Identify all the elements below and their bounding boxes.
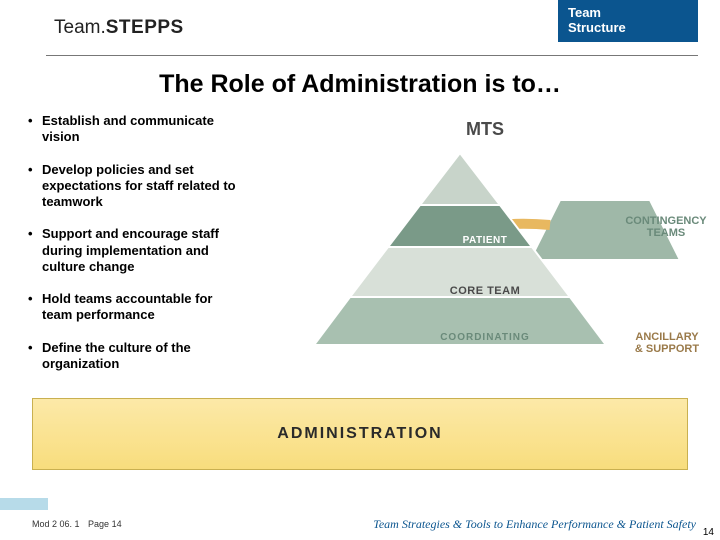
contingency-label: CONTINGENCY TEAMS: [616, 215, 716, 239]
administration-label: ADMINISTRATION: [277, 425, 442, 443]
tab-line-1: Team: [568, 6, 688, 21]
module-tab: Team Structure: [558, 0, 698, 42]
footer-tagline: Team Strategies & Tools to Enhance Perfo…: [373, 517, 696, 532]
bullet-item: Hold teams accountable for team performa…: [28, 291, 242, 324]
page-number-corner: 14: [703, 527, 714, 538]
contingency-l2: TEAMS: [616, 227, 716, 239]
mts-label: MTS: [466, 119, 504, 140]
ancillary-label: ANCILLARY & SUPPORT: [622, 331, 712, 355]
ancillary-l1: ANCILLARY: [622, 331, 712, 343]
administration-band: ADMINISTRATION: [32, 398, 688, 470]
bullet-item: Support and encourage staff during imple…: [28, 226, 242, 275]
ancillary-l2: & SUPPORT: [622, 343, 712, 355]
core-team-label: CORE TEAM: [405, 285, 565, 297]
footer-mod-page: Mod 2 06. 1 Page 14: [32, 519, 122, 529]
bullet-item: Define the culture of the organization: [28, 340, 242, 373]
contingency-l1: CONTINGENCY: [616, 215, 716, 227]
slide-title: The Role of Administration is to…: [0, 70, 720, 99]
bullet-item: Establish and communicate vision: [28, 113, 242, 146]
bullet-list: Establish and communicate vision Develop…: [0, 113, 250, 403]
logo-team: Team.: [54, 17, 106, 38]
header-left-gutter: [0, 0, 46, 56]
patient-label: PATIENT: [405, 235, 565, 246]
logo-stepps: STEPPS: [106, 17, 184, 38]
teamstepps-logo: Team.STEPPS: [54, 17, 184, 39]
tab-line-2: Structure: [568, 21, 688, 36]
mts-diagram: MTS PATIENT CORE TEAM COORDINATING CONTI…: [250, 113, 720, 403]
footer-page-label: Page 14: [88, 519, 122, 529]
coordinating-label: COORDINATING: [405, 332, 565, 343]
slide-footer: Mod 2 06. 1 Page 14 Team Strategies & To…: [0, 508, 720, 540]
header-divider: [46, 55, 698, 56]
slide-content: Establish and communicate vision Develop…: [0, 113, 720, 403]
pyramid-tip: [420, 153, 500, 205]
footer-mod: Mod 2 06. 1: [32, 519, 80, 529]
slide-header: Team.STEPPS Team Structure: [0, 0, 720, 56]
bullet-item: Develop policies and set expectations fo…: [28, 162, 242, 211]
